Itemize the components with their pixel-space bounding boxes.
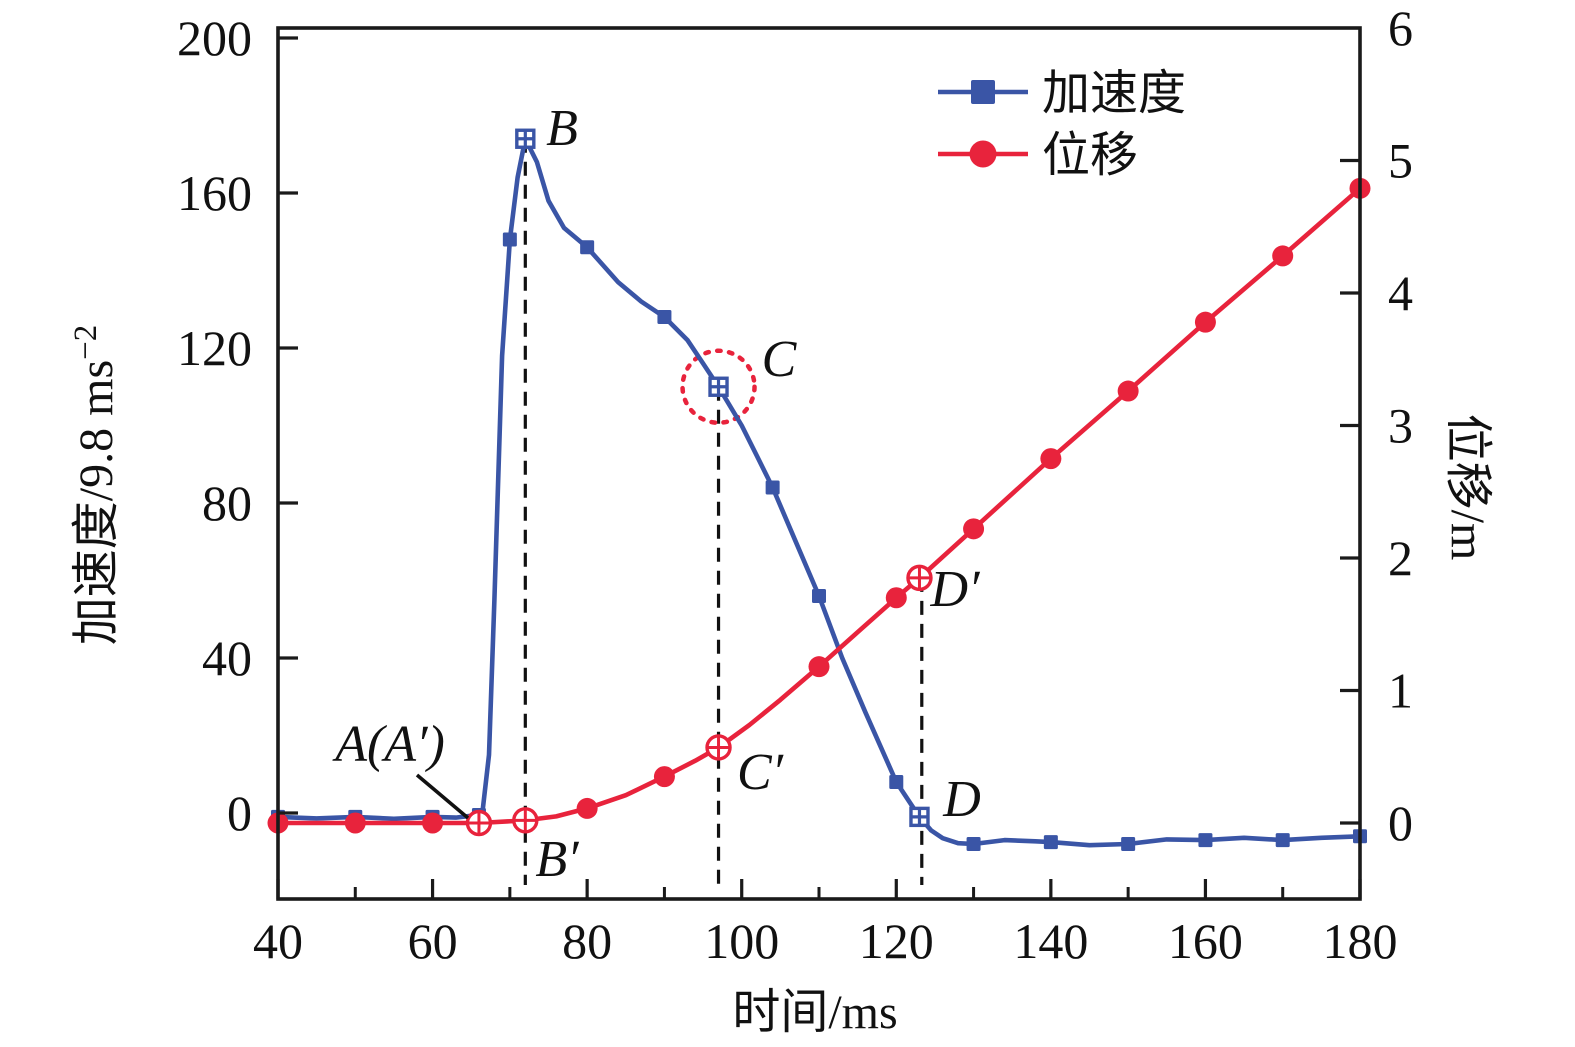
- displacement-open-marker: [465, 809, 493, 837]
- point-label-B: B′: [535, 831, 580, 888]
- acceleration-marker: [966, 837, 981, 851]
- x-tick-label-40: 40: [253, 913, 303, 969]
- annotation-leader-line: [415, 773, 470, 820]
- y-left-tick-label-160: 160: [177, 165, 252, 221]
- y-right-tick-label-6: 6: [1388, 0, 1413, 56]
- y-left-tick-label-40: 40: [202, 630, 252, 686]
- point-label-B: B: [546, 100, 578, 157]
- acceleration-marker: [502, 232, 517, 247]
- y-left-tick-label-0: 0: [227, 785, 252, 841]
- displacement-marker: [344, 812, 366, 834]
- y-right-tick-label-1: 1: [1388, 663, 1413, 719]
- acceleration-open-marker: [909, 806, 930, 828]
- x-tick-label-140: 140: [1013, 913, 1088, 969]
- legend-square-marker: [971, 80, 995, 104]
- displacement-marker: [1117, 380, 1139, 402]
- displacement-open-marker: [906, 564, 933, 592]
- y-left-tick-label-80: 80: [202, 475, 252, 531]
- acceleration-open-marker: [515, 128, 536, 149]
- acceleration-marker: [1275, 833, 1290, 848]
- x-tick-label-60: 60: [408, 913, 458, 969]
- acceleration-marker: [580, 240, 595, 255]
- highlight-dotted-circle: [680, 348, 757, 425]
- displacement-open-marker: [705, 734, 732, 761]
- x-tick-label-100: 100: [704, 913, 779, 969]
- x-tick-label-160: 160: [1168, 913, 1243, 969]
- displacement-marker: [963, 518, 985, 540]
- acceleration-marker: [889, 775, 904, 789]
- legend-circle-marker: [969, 140, 997, 168]
- displacement-marker: [576, 797, 598, 819]
- acceleration-marker: [765, 480, 780, 495]
- displacement-marker: [808, 656, 830, 678]
- x-axis-title: 时间/ms: [732, 986, 897, 1039]
- acceleration-marker: [812, 589, 826, 603]
- displacement-marker: [1040, 448, 1062, 470]
- y-right-tick-label-4: 4: [1388, 265, 1413, 321]
- displacement-marker: [422, 812, 444, 834]
- x-tick-label-180: 180: [1323, 913, 1398, 969]
- y-left-tick-label-120: 120: [177, 320, 252, 376]
- displacement-marker: [885, 587, 907, 609]
- y-left-axis-title: 加速度/9.8 ms−2: [68, 325, 123, 645]
- y-right-axis-title: 位移/m: [1441, 414, 1494, 561]
- y-right-tick-label-5: 5: [1388, 133, 1413, 189]
- displacement-marker: [1194, 311, 1216, 333]
- acceleration-marker: [1121, 837, 1136, 851]
- x-tick-label-80: 80: [562, 913, 612, 969]
- y-right-tick-label-0: 0: [1388, 795, 1413, 851]
- point-label-C: C′: [737, 744, 785, 801]
- legend-label-displacement: 位移: [1042, 129, 1138, 182]
- acceleration-marker: [657, 310, 672, 324]
- x-tick-label-120: 120: [859, 913, 934, 969]
- acceleration-marker: [1198, 833, 1213, 848]
- point-label-D: D′: [930, 561, 982, 618]
- y-right-tick-label-2: 2: [1388, 530, 1413, 586]
- point-label-AA: A(A′): [332, 716, 445, 773]
- legend-item-displacement: 位移: [938, 129, 1138, 182]
- y-right-tick-label-3: 3: [1388, 398, 1413, 454]
- y-left-tick-label-200: 200: [177, 10, 252, 66]
- displacement-line: [275, 186, 1363, 826]
- point-label-C: C: [762, 331, 798, 388]
- legend-item-acceleration: 加速度: [938, 67, 1186, 120]
- legend-label-acceleration: 加速度: [1042, 67, 1186, 120]
- displacement-marker: [1272, 245, 1294, 267]
- acceleration-marker: [1043, 835, 1058, 850]
- point-label-D: D: [942, 771, 981, 828]
- acceleration-open-marker: [708, 376, 729, 397]
- displacement-marker: [653, 766, 675, 788]
- displacement-open-marker: [512, 807, 539, 834]
